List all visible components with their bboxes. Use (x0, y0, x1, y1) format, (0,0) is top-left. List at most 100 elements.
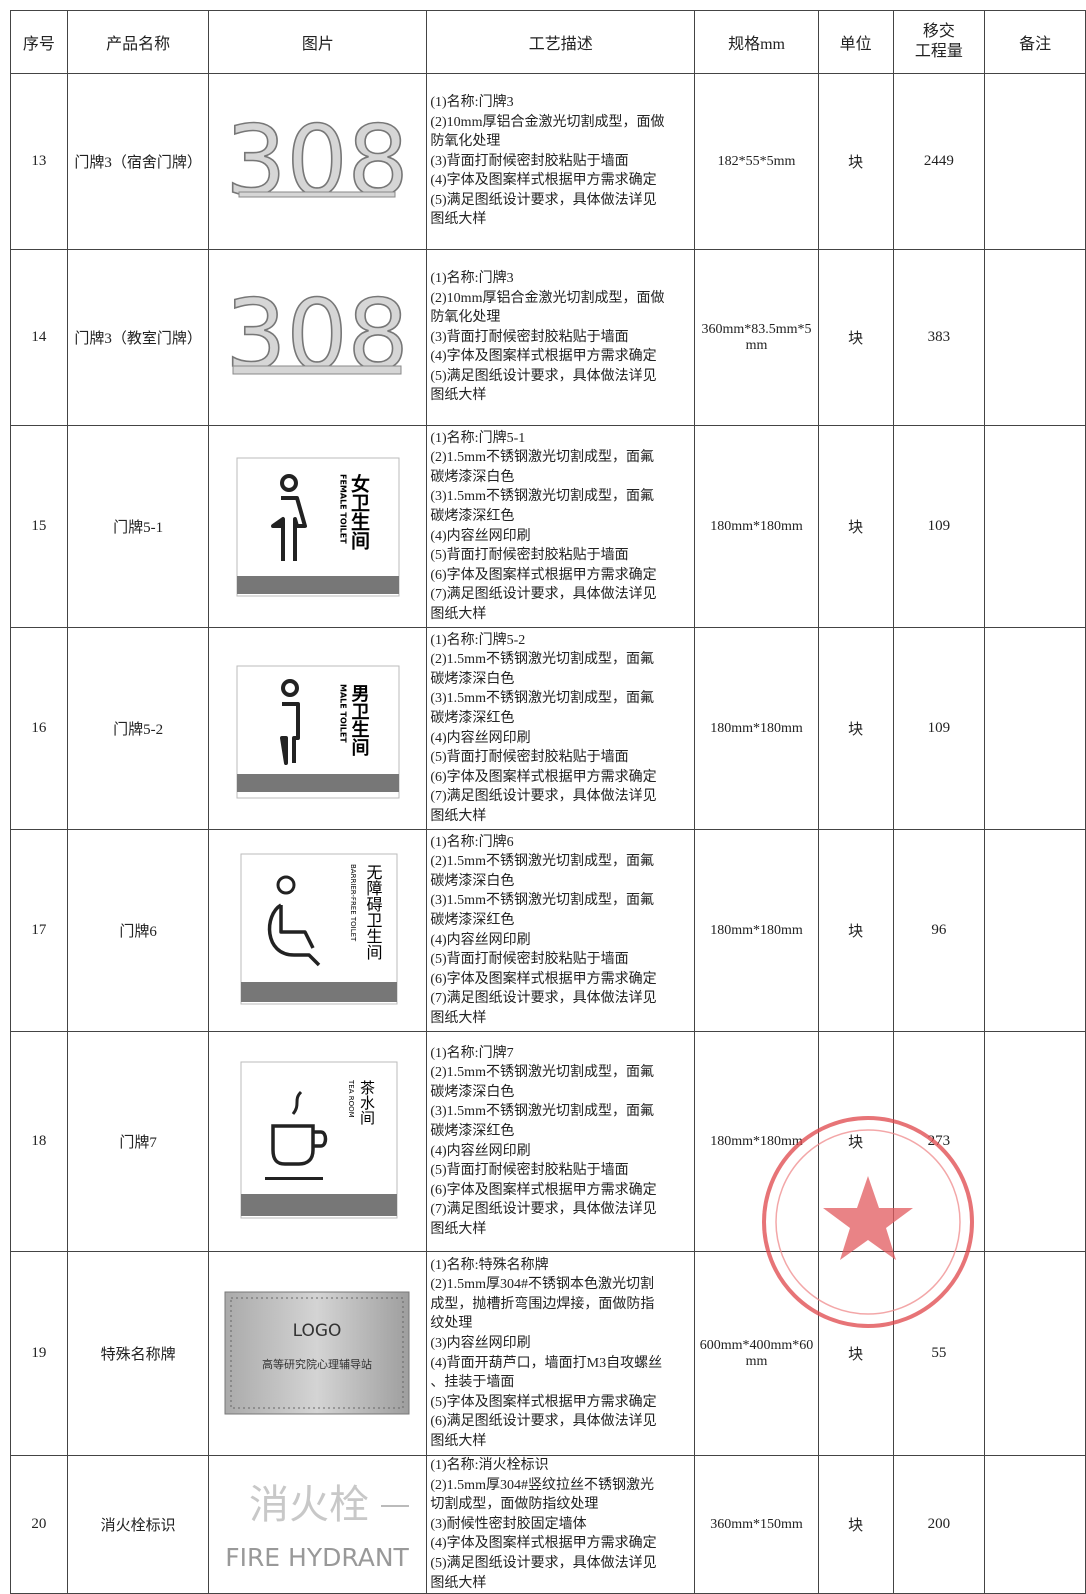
description-line: (1)名称:特殊名称牌 (430, 1257, 549, 1273)
description-cell: (1)名称:门牌7 (2)1.5mm不锈钢激光切割成型，面氟 碳烤漆深白色 (3)1.… (426, 1031, 696, 1252)
header-cell: 工艺描述 (426, 10, 696, 74)
header-cell: 图片 (208, 10, 428, 74)
table-row: 18 门牌7 茶水间 TEA ROOM (1)名称:门牌7 (2)1.5mm不锈钢激光… (10, 1031, 1086, 1252)
description-line: (5)背面打耐候密封胶粘贴于墙面 (430, 952, 629, 968)
table-body: 13 门牌3（宿舍门牌） 308 (1)名称:门牌3 (2)10mm厚铝合金激光切割… (10, 73, 1086, 1594)
spec-cell: 180mm*180mm (694, 829, 819, 1032)
spec-cell: 600mm*400mm*60mm (694, 1251, 819, 1456)
picture-shape (292, 1090, 303, 1115)
description-cell: (1)名称:门牌3 (2)10mm厚铝合金激光切割成型，面做 防氧化处理 (3)背面打… (426, 73, 696, 250)
description-line: (5)满足图纸设计要求，具体做法详见 (430, 192, 657, 208)
quantity-cell: 200 (892, 1454, 986, 1594)
description-line: 碳烤漆深白色 (430, 873, 515, 889)
product-name: 消火栓标识 (66, 1454, 210, 1594)
description-line: (4)字体及图案样式根据甲方需求确定 (430, 173, 657, 189)
description-line: 图纸大样 (430, 808, 487, 824)
picture-shape (224, 1291, 410, 1415)
description-line: (1)名称:门牌5-1 (430, 430, 526, 446)
row-number: 19 (10, 1251, 68, 1456)
picture-shape (240, 853, 398, 1005)
description-line: (6)满足图纸设计要求，具体做法详见 (430, 1414, 657, 1430)
picture-shape (237, 576, 400, 594)
spec-cell: 360mm*83.5mm*5mm (694, 249, 819, 426)
header-cell: 单位 (817, 10, 894, 74)
header-row: 序号 产品名称 图片 工艺描述 规格mm 单位 移交 工程量 备注 (10, 10, 1086, 74)
description-line: (3)背面打耐候密封胶粘贴于墙面 (430, 329, 629, 345)
description-line: (7)满足图纸设计要求，具体做法详见 (430, 587, 657, 603)
picture-shape (238, 191, 396, 198)
picture-shape: MALE TOILET (339, 684, 348, 743)
description-line: (6)字体及图案样式根据甲方需求确定 (430, 769, 657, 785)
remark-cell (984, 425, 1086, 628)
picture-cell: 308 (208, 73, 428, 250)
description-line: (6)字体及图案样式根据甲方需求确定 (430, 567, 657, 583)
description-line: (1)名称:门牌3 (430, 94, 514, 110)
product-table: 序号 产品名称 图片 工艺描述 规格mm 单位 移交 工程量 备注 13 门牌3（… (10, 10, 1086, 1594)
description-line: (2)1.5mm厚304#不锈钢本色激光切割 (430, 1277, 654, 1293)
header-line: 工程量 (914, 43, 963, 60)
spec-cell: 180mm*180mm (694, 627, 819, 830)
description-line: (3)耐候性密封胶固定墙体 (430, 1516, 587, 1532)
quantity-cell: 2449 (892, 73, 986, 250)
picture-shape (230, 1297, 404, 1409)
description-line: 切割成型，面做防指纹处理 (430, 1497, 599, 1513)
description-line: 碳烤漆深红色 (430, 508, 515, 524)
description-line: 图纸大样 (430, 1575, 487, 1591)
description-line: 防氧化处理 (430, 310, 501, 326)
description-line: (4)内容丝网印刷 (430, 932, 531, 948)
product-name: 门牌7 (66, 1031, 210, 1252)
picture-shape (265, 1177, 324, 1180)
description-line: (3)1.5mm不锈钢激光切割成型，面氟 (430, 1104, 654, 1120)
picture-shape: 308 (225, 278, 410, 392)
picture-shape: 男卫生间 (349, 684, 370, 756)
description-line: 图纸大样 (430, 388, 487, 404)
row-number: 18 (10, 1031, 68, 1252)
description-line: 碳烤漆深红色 (430, 710, 515, 726)
description-line: 图纸大样 (430, 212, 487, 228)
description-line: (7)满足图纸设计要求，具体做法详见 (430, 991, 657, 1007)
product-name: 门牌5-1 (66, 425, 210, 628)
picture-shape (237, 774, 400, 792)
description-line: 、挂装于墙面 (430, 1375, 515, 1391)
table-row: 15 门牌5-1 女卫生间 FEMALE TOILET (1)名称:门牌5-1 (2)… (10, 425, 1086, 628)
unit-cell: 块 (817, 1454, 894, 1594)
description-cell: (1)名称:门牌5-2 (2)1.5mm不锈钢激光切割成型，面氟 碳烤漆深白色 (3)… (426, 627, 696, 830)
description-line: (7)满足图纸设计要求，具体做法详见 (430, 1202, 657, 1218)
description-line: (2)1.5mm厚304#竖纹拉丝不锈钢激光 (430, 1477, 654, 1493)
remark-cell (984, 1031, 1086, 1252)
picture-shape (276, 875, 296, 895)
description-cell: (1)名称:门牌3 (2)10mm厚铝合金激光切割成型，面做 防氧化处理 (3)背面打… (426, 249, 696, 426)
picture-shape: 无障碍卫生间 (364, 864, 383, 961)
picture-shape (268, 903, 321, 967)
description-line: (1)名称:门牌7 (430, 1045, 514, 1061)
unit-cell: 块 (817, 249, 894, 426)
description-line: (4)字体及图案样式根据甲方需求确定 (430, 349, 657, 365)
description-line: (1)名称:门牌3 (430, 270, 514, 286)
description-line: (4)背面开葫芦口，墙面打M3自攻螺丝 (430, 1355, 663, 1371)
quantity-cell: 109 (892, 425, 986, 628)
description-line: (4)内容丝网印刷 (430, 730, 531, 746)
description-cell: (1)名称:门牌6 (2)1.5mm不锈钢激光切割成型，面氟 碳烤漆深白色 (3)1.… (426, 829, 696, 1032)
description-line: 图纸大样 (430, 1010, 487, 1026)
description-line: 防氧化处理 (430, 134, 501, 150)
unit-cell: 块 (817, 627, 894, 830)
quantity-cell: 273 (892, 1031, 986, 1252)
quantity-cell: 109 (892, 627, 986, 830)
description-line: (3)1.5mm不锈钢激光切割成型，面氟 (430, 691, 654, 707)
picture-shape: 茶水间 TEA ROOM (240, 1061, 398, 1219)
description-line: 碳烤漆深白色 (430, 1084, 515, 1100)
picture-shape: LOGO (293, 1321, 342, 1341)
picture-shape: 308 (226, 105, 409, 217)
description-line: (2)10mm厚铝合金激光切割成型，面做 (430, 290, 665, 306)
picture-shape: 308 (225, 104, 410, 218)
description-cell: (1)名称:特殊名称牌 (2)1.5mm厚304#不锈钢本色激光切割 成型，抛槽折弯… (426, 1251, 696, 1456)
unit-cell: 块 (817, 1251, 894, 1456)
description-line: (3)1.5mm不锈钢激光切割成型，面氟 (430, 489, 654, 505)
picture-shape (241, 982, 398, 1002)
picture-shape (236, 457, 400, 597)
picture-cell: 女卫生间 FEMALE TOILET (208, 425, 428, 628)
product-name: 门牌3（教室门牌） (66, 249, 210, 426)
spec-cell: 180mm*180mm (694, 425, 819, 628)
row-number: 14 (10, 249, 68, 426)
picture-shape: 女卫生间 (348, 473, 370, 550)
